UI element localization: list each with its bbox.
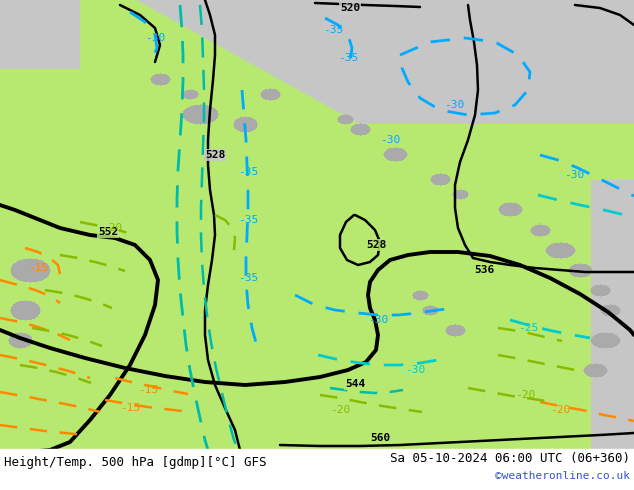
Text: -15: -15 — [28, 263, 48, 273]
Text: -20: -20 — [515, 390, 535, 400]
Text: 552: 552 — [98, 227, 118, 237]
Text: -30: -30 — [368, 315, 388, 325]
Text: -30: -30 — [405, 365, 425, 375]
Text: -30: -30 — [444, 100, 464, 110]
Text: -30: -30 — [564, 170, 584, 180]
Text: -20: -20 — [550, 405, 570, 415]
Text: -35: -35 — [238, 167, 258, 177]
Text: -35: -35 — [338, 53, 358, 63]
Bar — [0, 450, 634, 490]
Text: Sa 05-10-2024 06:00 UTC (06+360): Sa 05-10-2024 06:00 UTC (06+360) — [390, 451, 630, 465]
Text: -35: -35 — [238, 215, 258, 225]
Text: -30: -30 — [380, 135, 400, 145]
Text: -25: -25 — [518, 323, 538, 333]
Bar — [0, 449, 634, 490]
Text: 528: 528 — [366, 240, 386, 250]
Text: -15: -15 — [120, 403, 140, 413]
Text: -15: -15 — [138, 385, 158, 395]
Text: 560: 560 — [370, 433, 390, 443]
Text: ©weatheronline.co.uk: ©weatheronline.co.uk — [495, 471, 630, 481]
Text: 520: 520 — [340, 3, 360, 13]
Text: -30: -30 — [145, 33, 165, 43]
Text: -20: -20 — [330, 405, 350, 415]
Text: -20: -20 — [102, 223, 122, 233]
Text: -35: -35 — [323, 25, 343, 35]
Text: 528: 528 — [205, 150, 225, 160]
Text: Height/Temp. 500 hPa [gdmp][°C] GFS: Height/Temp. 500 hPa [gdmp][°C] GFS — [4, 456, 266, 468]
Text: 544: 544 — [345, 379, 365, 389]
Text: 536: 536 — [474, 265, 494, 275]
Text: -35: -35 — [238, 273, 258, 283]
